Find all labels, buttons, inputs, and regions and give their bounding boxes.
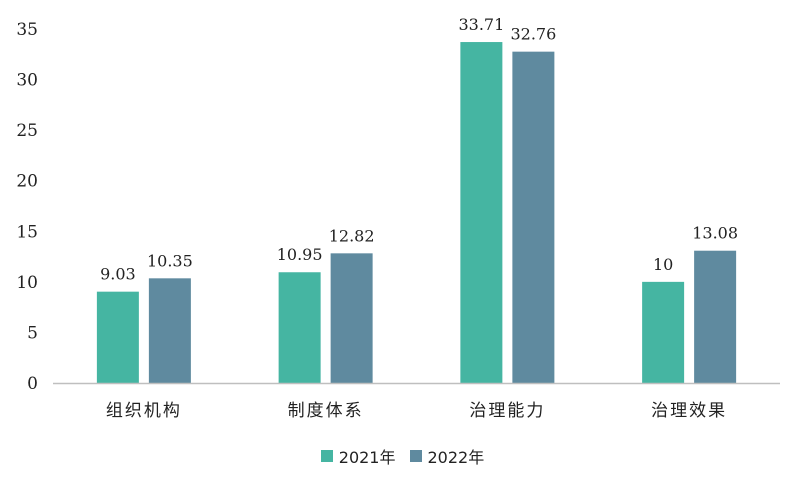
legend-label-2022: 2022年 [427, 448, 485, 467]
bar-3-1 [694, 250, 737, 383]
legend-label-2021: 2021年 [338, 448, 396, 467]
legend-swatch-2021 [320, 450, 333, 462]
data-label: 10 [653, 255, 673, 274]
y-tick-label: 15 [16, 222, 38, 242]
bar-2-1 [512, 51, 555, 383]
x-tick-label: 组织机构 [106, 401, 182, 421]
x-tick-label: 治理效果 [651, 401, 727, 421]
data-labels: 9.03 10.35 10.95 12.82 33.71 32.76 10 13.08 [100, 15, 738, 284]
y-tick-label: 30 [16, 71, 38, 91]
bar-0-0 [96, 291, 139, 383]
data-label: 12.82 [329, 226, 375, 245]
legend-swatch-2022 [409, 450, 422, 462]
x-axis: 组织机构 制度体系 治理能力 治理效果 [53, 382, 780, 421]
data-label: 10.95 [277, 245, 323, 264]
data-label: 9.03 [100, 265, 136, 284]
bar-1-1 [330, 253, 373, 383]
y-tick-label: 5 [27, 323, 38, 343]
x-tick-label: 治理能力 [469, 401, 545, 421]
y-tick-label: 20 [16, 172, 38, 192]
bar-0-1 [148, 278, 191, 383]
data-label: 33.71 [458, 15, 504, 34]
bars [96, 42, 737, 384]
legend-item-2022: 2022年 [409, 444, 485, 468]
y-tick-label: 10 [16, 273, 38, 293]
legend-item-2021: 2021年 [320, 444, 396, 468]
bar-3-0 [642, 281, 685, 383]
bar-2-0 [460, 42, 503, 384]
data-label: 10.35 [147, 251, 193, 270]
legend: 2021年 2022年 [0, 444, 805, 468]
data-label: 13.08 [692, 224, 738, 243]
y-tick-label: 25 [16, 121, 38, 141]
bar-1-0 [278, 272, 321, 383]
data-label: 32.76 [510, 25, 556, 44]
x-tick-label: 制度体系 [288, 401, 364, 421]
y-tick-label: 35 [16, 20, 38, 40]
y-axis: 0 5 10 15 20 25 30 35 [16, 20, 38, 394]
y-tick-label: 0 [27, 374, 38, 394]
